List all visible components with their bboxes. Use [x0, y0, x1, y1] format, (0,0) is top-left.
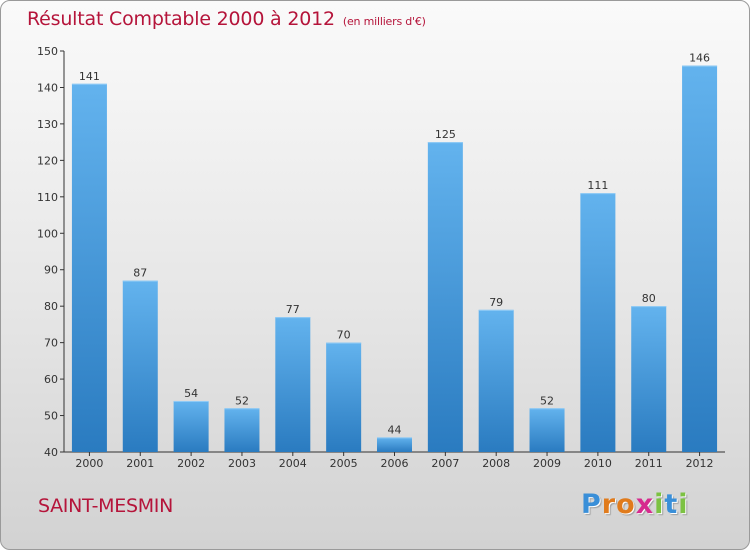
data-label: 77: [286, 303, 300, 316]
data-label: 70: [337, 329, 351, 342]
y-tick-label: 80: [44, 300, 58, 313]
logo-letter: i: [654, 489, 665, 520]
logo-letter: P: [581, 489, 602, 520]
x-tick-label: 2009: [533, 457, 561, 470]
data-label: 141: [79, 70, 100, 83]
chart-subtitle: (en milliers d'€): [342, 15, 426, 28]
data-label: 79: [489, 296, 503, 309]
bar: [631, 306, 667, 452]
y-tick-label: 100: [37, 227, 58, 240]
commune-name: SAINT-MESMIN: [38, 495, 174, 517]
bar: [224, 408, 260, 452]
x-tick-label: 2004: [279, 457, 307, 470]
logo-letter: x: [635, 489, 655, 520]
bar: [71, 83, 107, 453]
data-label: 52: [235, 394, 249, 407]
x-tick-label: 2007: [431, 457, 459, 470]
bar: [275, 317, 311, 452]
y-tick-label: 110: [37, 191, 58, 204]
logo-letter: t: [664, 489, 679, 520]
y-tick-label: 150: [37, 45, 58, 58]
data-label: 87: [133, 267, 147, 280]
bar: [122, 280, 158, 452]
data-label: 125: [435, 128, 456, 141]
y-tick-label: 120: [37, 154, 58, 167]
y-tick-label: 50: [44, 410, 58, 423]
logo-letter: r: [601, 489, 617, 520]
logo-letter: i: [678, 489, 689, 520]
data-label: 52: [540, 394, 554, 407]
x-tick-label: 2012: [686, 457, 714, 470]
x-tick-label: 2008: [482, 457, 510, 470]
x-tick-label: 2002: [177, 457, 205, 470]
data-label: 44: [388, 423, 402, 436]
y-tick-label: 70: [44, 337, 58, 350]
data-label: 111: [587, 179, 608, 192]
bar: [529, 408, 565, 452]
bar: [427, 142, 463, 453]
logo-letter: o: [616, 489, 636, 520]
bar: [326, 342, 362, 452]
x-tick-label: 2005: [330, 457, 358, 470]
bar: [682, 65, 718, 452]
title-text: Résultat Comptable 2000 à 2012: [27, 8, 335, 30]
data-label: 80: [642, 292, 656, 305]
x-tick-label: 2011: [635, 457, 663, 470]
y-tick-label: 40: [44, 446, 58, 459]
bar: [580, 193, 616, 452]
x-tick-label: 2001: [126, 457, 154, 470]
x-tick-label: 2006: [381, 457, 409, 470]
bar: [173, 400, 209, 452]
y-tick-label: 60: [44, 373, 58, 386]
bar: [478, 309, 514, 452]
x-tick-label: 2003: [228, 457, 256, 470]
y-tick-label: 140: [37, 81, 58, 94]
data-label: 146: [689, 52, 710, 65]
y-tick-label: 90: [44, 264, 58, 277]
bar: [377, 437, 412, 452]
plot-area: 40 50 60 70 80 90 100 110 120 130 140 150 141 2000 87 2…: [37, 45, 725, 470]
x-tick-label: 2010: [584, 457, 612, 470]
data-label: 54: [184, 387, 198, 400]
x-tick-label: 2000: [75, 457, 103, 470]
y-tick-label: 130: [37, 118, 58, 131]
chart-title: Résultat Comptable 2000 à 2012 (en millie…: [27, 8, 426, 30]
proxiti-logo: Proxiti: [581, 489, 689, 520]
